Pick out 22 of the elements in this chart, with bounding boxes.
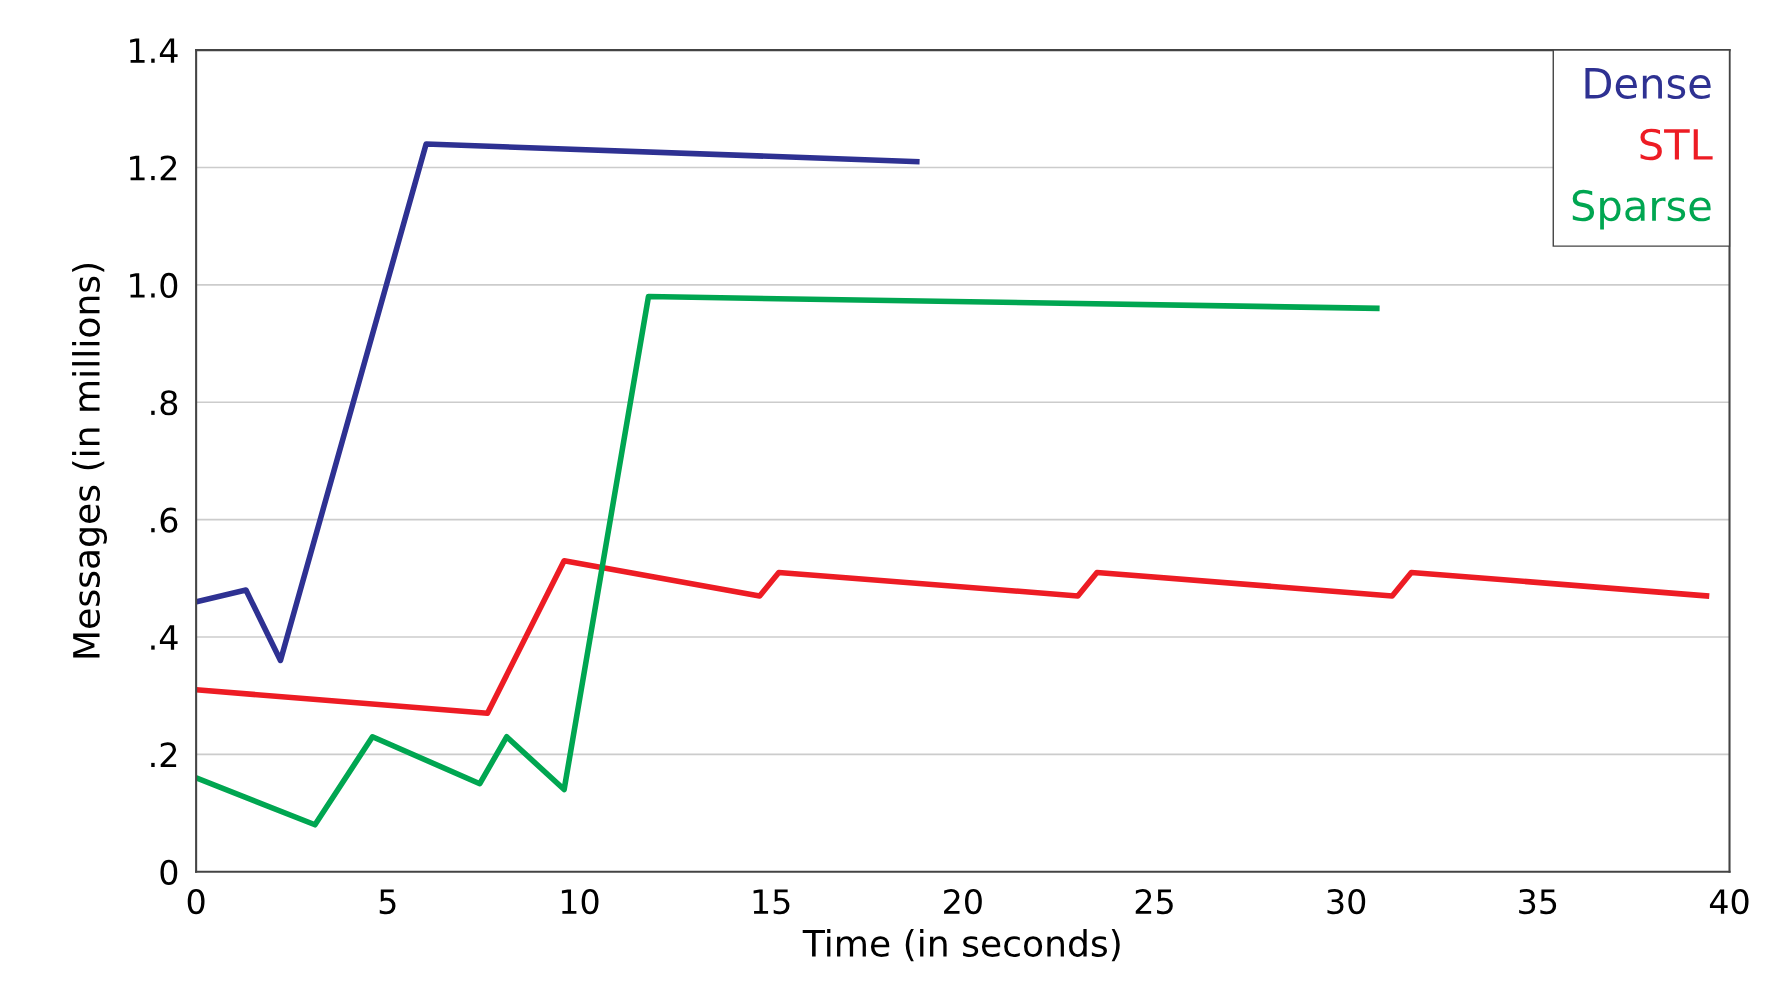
text: Dense <box>1585 68 1711 100</box>
x-tick-label: 15 <box>753 889 790 915</box>
y-tick-label: 0 <box>160 859 178 885</box>
x-tick-label: 40 <box>1709 889 1749 915</box>
x-tick-label: 25 <box>1135 889 1173 915</box>
y-tick-label: 1.4 <box>130 38 178 63</box>
y-tick-label: .6 <box>151 507 178 533</box>
text: Sparse <box>1572 189 1711 230</box>
y-tick-label: .4 <box>151 625 178 650</box>
x-tick-label: 5 <box>379 889 396 915</box>
x-tick-label: 10 <box>561 889 599 915</box>
y-axis-title: Messages (in millions) <box>72 263 108 658</box>
x-tick-label: 20 <box>944 889 982 915</box>
x-tick-label: 35 <box>1519 889 1557 915</box>
y-tick-label: .2 <box>151 742 177 768</box>
x-tick-label: 30 <box>1327 889 1366 915</box>
y-tick-label: .8 <box>151 390 178 416</box>
y-tick-label: 1.2 <box>130 155 177 181</box>
text: STL <box>1640 128 1713 161</box>
y-tick-label: 1.0 <box>130 272 178 298</box>
x-tick-label: 0 <box>187 889 205 915</box>
x-axis-title: Time (in seconds) <box>802 929 1120 962</box>
